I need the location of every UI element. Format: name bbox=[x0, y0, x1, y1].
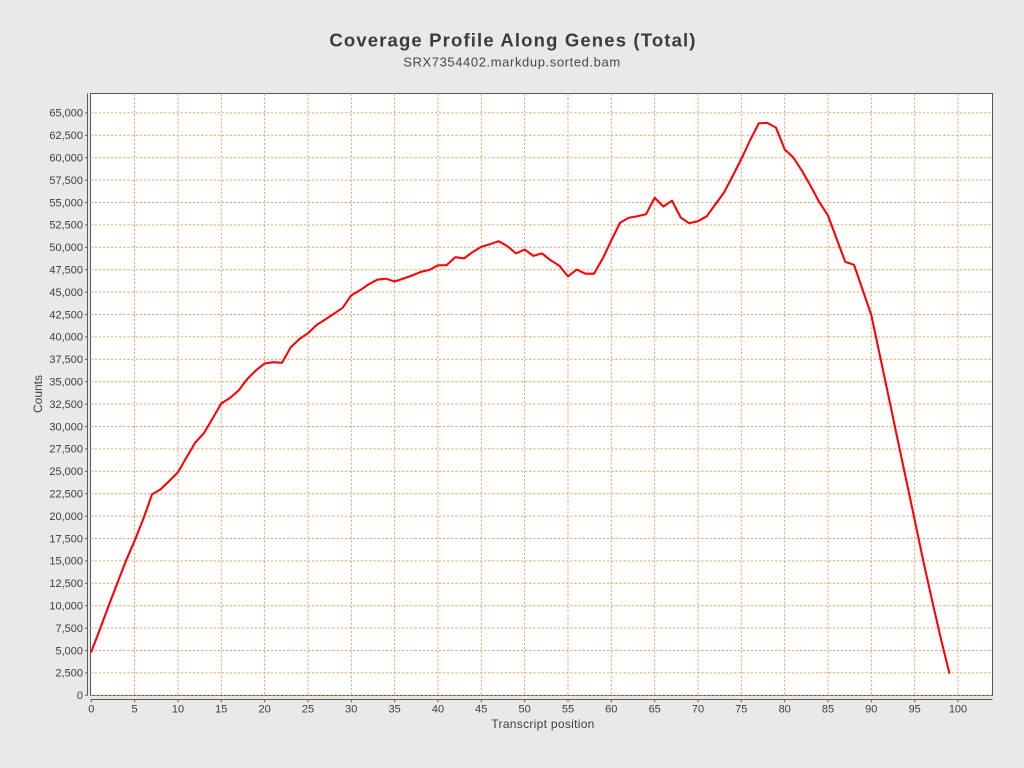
svg-text:37,500: 37,500 bbox=[49, 354, 83, 366]
svg-text:25: 25 bbox=[302, 704, 314, 716]
svg-text:100: 100 bbox=[949, 704, 967, 716]
svg-text:20: 20 bbox=[258, 704, 270, 716]
svg-text:10,000: 10,000 bbox=[49, 601, 83, 613]
svg-text:25,000: 25,000 bbox=[49, 466, 83, 478]
svg-text:70: 70 bbox=[692, 704, 704, 716]
svg-text:52,500: 52,500 bbox=[49, 220, 83, 232]
svg-text:60: 60 bbox=[605, 704, 617, 716]
svg-text:95: 95 bbox=[909, 704, 921, 716]
svg-text:60,000: 60,000 bbox=[49, 153, 83, 165]
svg-text:12,500: 12,500 bbox=[49, 578, 83, 590]
svg-text:40: 40 bbox=[432, 704, 444, 716]
svg-text:50,000: 50,000 bbox=[49, 242, 83, 254]
svg-text:90: 90 bbox=[865, 704, 877, 716]
svg-text:32,500: 32,500 bbox=[49, 399, 83, 411]
svg-text:30: 30 bbox=[345, 704, 357, 716]
svg-text:Transcript position: Transcript position bbox=[491, 717, 594, 731]
svg-text:5,000: 5,000 bbox=[55, 645, 83, 657]
svg-text:20,000: 20,000 bbox=[49, 511, 83, 523]
svg-text:57,500: 57,500 bbox=[49, 175, 83, 187]
svg-text:17,500: 17,500 bbox=[49, 533, 83, 545]
svg-text:47,500: 47,500 bbox=[49, 265, 83, 277]
svg-text:7,500: 7,500 bbox=[55, 623, 83, 635]
svg-text:85: 85 bbox=[822, 704, 834, 716]
svg-text:40,000: 40,000 bbox=[49, 332, 83, 344]
svg-text:0: 0 bbox=[88, 704, 94, 716]
svg-text:65,000: 65,000 bbox=[49, 108, 83, 120]
svg-text:0: 0 bbox=[77, 690, 83, 702]
svg-text:15: 15 bbox=[215, 704, 227, 716]
svg-text:15,000: 15,000 bbox=[49, 556, 83, 568]
svg-text:42,500: 42,500 bbox=[49, 309, 83, 321]
svg-text:50: 50 bbox=[518, 704, 530, 716]
svg-text:55: 55 bbox=[562, 704, 574, 716]
svg-text:10: 10 bbox=[172, 704, 184, 716]
svg-text:45: 45 bbox=[475, 704, 487, 716]
svg-text:27,500: 27,500 bbox=[49, 444, 83, 456]
svg-text:35: 35 bbox=[388, 704, 400, 716]
svg-text:62,500: 62,500 bbox=[49, 130, 83, 142]
svg-text:55,000: 55,000 bbox=[49, 197, 83, 209]
svg-text:80: 80 bbox=[779, 704, 791, 716]
svg-text:22,500: 22,500 bbox=[49, 489, 83, 501]
svg-text:SRX7354402.markdup.sorted.bam: SRX7354402.markdup.sorted.bam bbox=[403, 55, 621, 70]
svg-text:Coverage Profile Along Genes (: Coverage Profile Along Genes (Total) bbox=[329, 30, 696, 51]
svg-text:5: 5 bbox=[132, 704, 138, 716]
svg-text:45,000: 45,000 bbox=[49, 287, 83, 299]
svg-text:2,500: 2,500 bbox=[55, 668, 83, 680]
svg-text:30,000: 30,000 bbox=[49, 421, 83, 433]
svg-text:65: 65 bbox=[649, 704, 661, 716]
svg-text:Counts: Counts bbox=[31, 375, 45, 413]
svg-text:75: 75 bbox=[735, 704, 747, 716]
svg-text:35,000: 35,000 bbox=[49, 377, 83, 389]
